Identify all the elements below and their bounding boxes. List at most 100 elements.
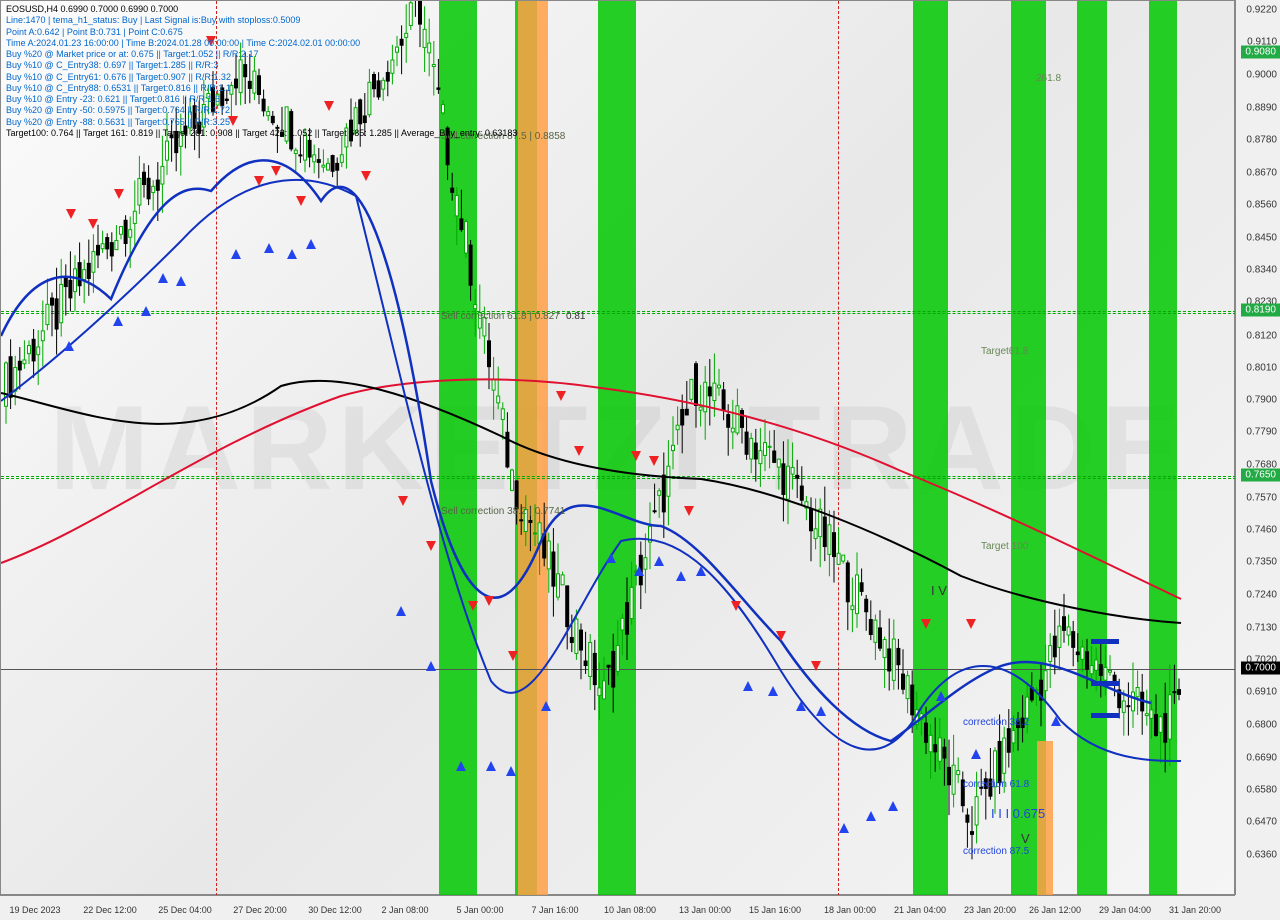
y-axis-label: 0.9220 bbox=[1246, 5, 1277, 16]
y-axis-label: 0.7900 bbox=[1246, 395, 1277, 406]
buy-arrow-icon bbox=[158, 273, 168, 283]
buy-arrow-icon bbox=[654, 556, 664, 566]
red-ma-line bbox=[1, 379, 1181, 599]
y-axis-label: 0.6800 bbox=[1246, 720, 1277, 731]
x-axis-label: 27 Dec 20:00 bbox=[233, 905, 287, 915]
buy-arrow-icon bbox=[176, 276, 186, 286]
chart-area[interactable]: MARKETZI TRADE Sell correction 87.5 | 0.… bbox=[0, 0, 1235, 895]
buy-arrow-icon bbox=[696, 566, 706, 576]
x-axis-label: 22 Dec 12:00 bbox=[83, 905, 137, 915]
chart-annotation: Sell correction 38.2 | 0.7741 bbox=[441, 506, 565, 517]
y-axis-label: 0.6470 bbox=[1246, 817, 1277, 828]
y-axis-label: 0.7350 bbox=[1246, 557, 1277, 568]
chart-annotation: correction 38.2 bbox=[963, 717, 1029, 728]
x-axis: 19 Dec 202322 Dec 12:0025 Dec 04:0027 De… bbox=[0, 895, 1235, 920]
x-axis-label: 25 Dec 04:00 bbox=[158, 905, 212, 915]
y-axis-label: 0.6580 bbox=[1246, 785, 1277, 796]
y-axis-label: 0.7240 bbox=[1246, 590, 1277, 601]
y-axis-label: 0.8780 bbox=[1246, 135, 1277, 146]
buy-arrow-icon bbox=[866, 811, 876, 821]
buy-arrow-icon bbox=[231, 249, 241, 259]
x-axis-label: 7 Jan 16:00 bbox=[531, 905, 578, 915]
blue-ma-line-2 bbox=[1, 180, 1181, 761]
buy-arrow-icon bbox=[768, 686, 778, 696]
buy-arrow-icon bbox=[306, 239, 316, 249]
y-axis-label: 0.7130 bbox=[1246, 623, 1277, 634]
buy-arrow-icon bbox=[426, 661, 436, 671]
sell-arrow-icon bbox=[921, 619, 931, 629]
y-axis-label: 0.6910 bbox=[1246, 687, 1277, 698]
chart-annotation: V bbox=[1021, 831, 1030, 846]
y-axis-label: 0.7570 bbox=[1246, 493, 1277, 504]
buy-arrow-icon bbox=[971, 749, 981, 759]
sell-arrow-icon bbox=[484, 596, 494, 606]
sell-arrow-icon bbox=[631, 451, 641, 461]
x-axis-label: 5 Jan 00:00 bbox=[456, 905, 503, 915]
target-level-line bbox=[1, 476, 1236, 479]
y-axis-label: 0.6360 bbox=[1246, 850, 1277, 861]
level-marker bbox=[1091, 713, 1119, 718]
x-axis-label: 30 Dec 12:00 bbox=[308, 905, 362, 915]
sell-arrow-icon bbox=[88, 219, 98, 229]
y-axis-label: 0.9000 bbox=[1246, 70, 1277, 81]
y-axis-label: 0.8670 bbox=[1246, 168, 1277, 179]
sell-arrow-icon bbox=[66, 209, 76, 219]
sell-arrow-icon bbox=[776, 631, 786, 641]
price-marker: 0.8190 bbox=[1241, 304, 1280, 317]
buy-arrow-icon bbox=[743, 681, 753, 691]
green-zone bbox=[1077, 1, 1107, 896]
y-axis-label: 0.7460 bbox=[1246, 525, 1277, 536]
sell-arrow-icon bbox=[556, 391, 566, 401]
y-axis: 0.92200.91100.90800.90000.88900.87800.86… bbox=[1235, 0, 1280, 895]
y-axis-label: 0.8010 bbox=[1246, 363, 1277, 374]
level-marker bbox=[1091, 639, 1119, 644]
buy-arrow-icon bbox=[396, 606, 406, 616]
buy-arrow-icon bbox=[264, 243, 274, 253]
chart-annotation: Target61.8 bbox=[981, 346, 1028, 357]
x-axis-label: 15 Jan 16:00 bbox=[749, 905, 801, 915]
chart-annotation: correction 87.5 bbox=[963, 846, 1029, 857]
buy-arrow-icon bbox=[113, 316, 123, 326]
buy-arrow-icon bbox=[816, 706, 826, 716]
buy-arrow-icon bbox=[287, 249, 297, 259]
chart-annotation: 261.8 bbox=[1036, 73, 1061, 84]
y-axis-label: 0.6690 bbox=[1246, 753, 1277, 764]
current-price-line bbox=[1, 669, 1236, 670]
green-zone bbox=[598, 1, 636, 896]
buy-arrow-icon bbox=[141, 306, 151, 316]
sell-arrow-icon bbox=[296, 196, 306, 206]
buy-arrow-icon bbox=[839, 823, 849, 833]
y-axis-label: 0.8890 bbox=[1246, 103, 1277, 114]
sell-arrow-icon bbox=[508, 651, 518, 661]
sell-arrow-icon bbox=[361, 171, 371, 181]
x-axis-label: 10 Jan 08:00 bbox=[604, 905, 656, 915]
sell-arrow-icon bbox=[684, 506, 694, 516]
x-axis-label: 23 Jan 20:00 bbox=[964, 905, 1016, 915]
buy-arrow-icon bbox=[456, 761, 466, 771]
price-marker: 0.7650 bbox=[1241, 469, 1280, 482]
buy-arrow-icon bbox=[634, 566, 644, 576]
chart-title: EOSUSD,H4 0.6990 0.7000 0.6990 0.7000 bbox=[6, 4, 517, 15]
buy-arrow-icon bbox=[888, 801, 898, 811]
sell-arrow-icon bbox=[398, 496, 408, 506]
vertical-time-line bbox=[838, 1, 839, 896]
sell-arrow-icon bbox=[731, 601, 741, 611]
info-panel: EOSUSD,H4 0.6990 0.7000 0.6990 0.7000 Li… bbox=[6, 4, 517, 139]
level-marker bbox=[1091, 681, 1119, 686]
x-axis-label: 18 Jan 00:00 bbox=[824, 905, 876, 915]
sell-arrow-icon bbox=[649, 456, 659, 466]
sell-arrow-icon bbox=[254, 176, 264, 186]
x-axis-label: 2 Jan 08:00 bbox=[381, 905, 428, 915]
price-marker: 0.9080 bbox=[1241, 46, 1280, 59]
chart-annotation: 0.81 bbox=[566, 311, 585, 322]
buy-arrow-icon bbox=[936, 691, 946, 701]
price-marker: 0.7000 bbox=[1241, 662, 1280, 675]
buy-arrow-icon bbox=[506, 766, 516, 776]
green-zone bbox=[1149, 1, 1177, 896]
y-axis-label: 0.8340 bbox=[1246, 265, 1277, 276]
buy-arrow-icon bbox=[676, 571, 686, 581]
chart-annotation: correction 61.8 bbox=[963, 779, 1029, 790]
sell-arrow-icon bbox=[574, 446, 584, 456]
buy-arrow-icon bbox=[64, 341, 74, 351]
y-axis-label: 0.8450 bbox=[1246, 233, 1277, 244]
